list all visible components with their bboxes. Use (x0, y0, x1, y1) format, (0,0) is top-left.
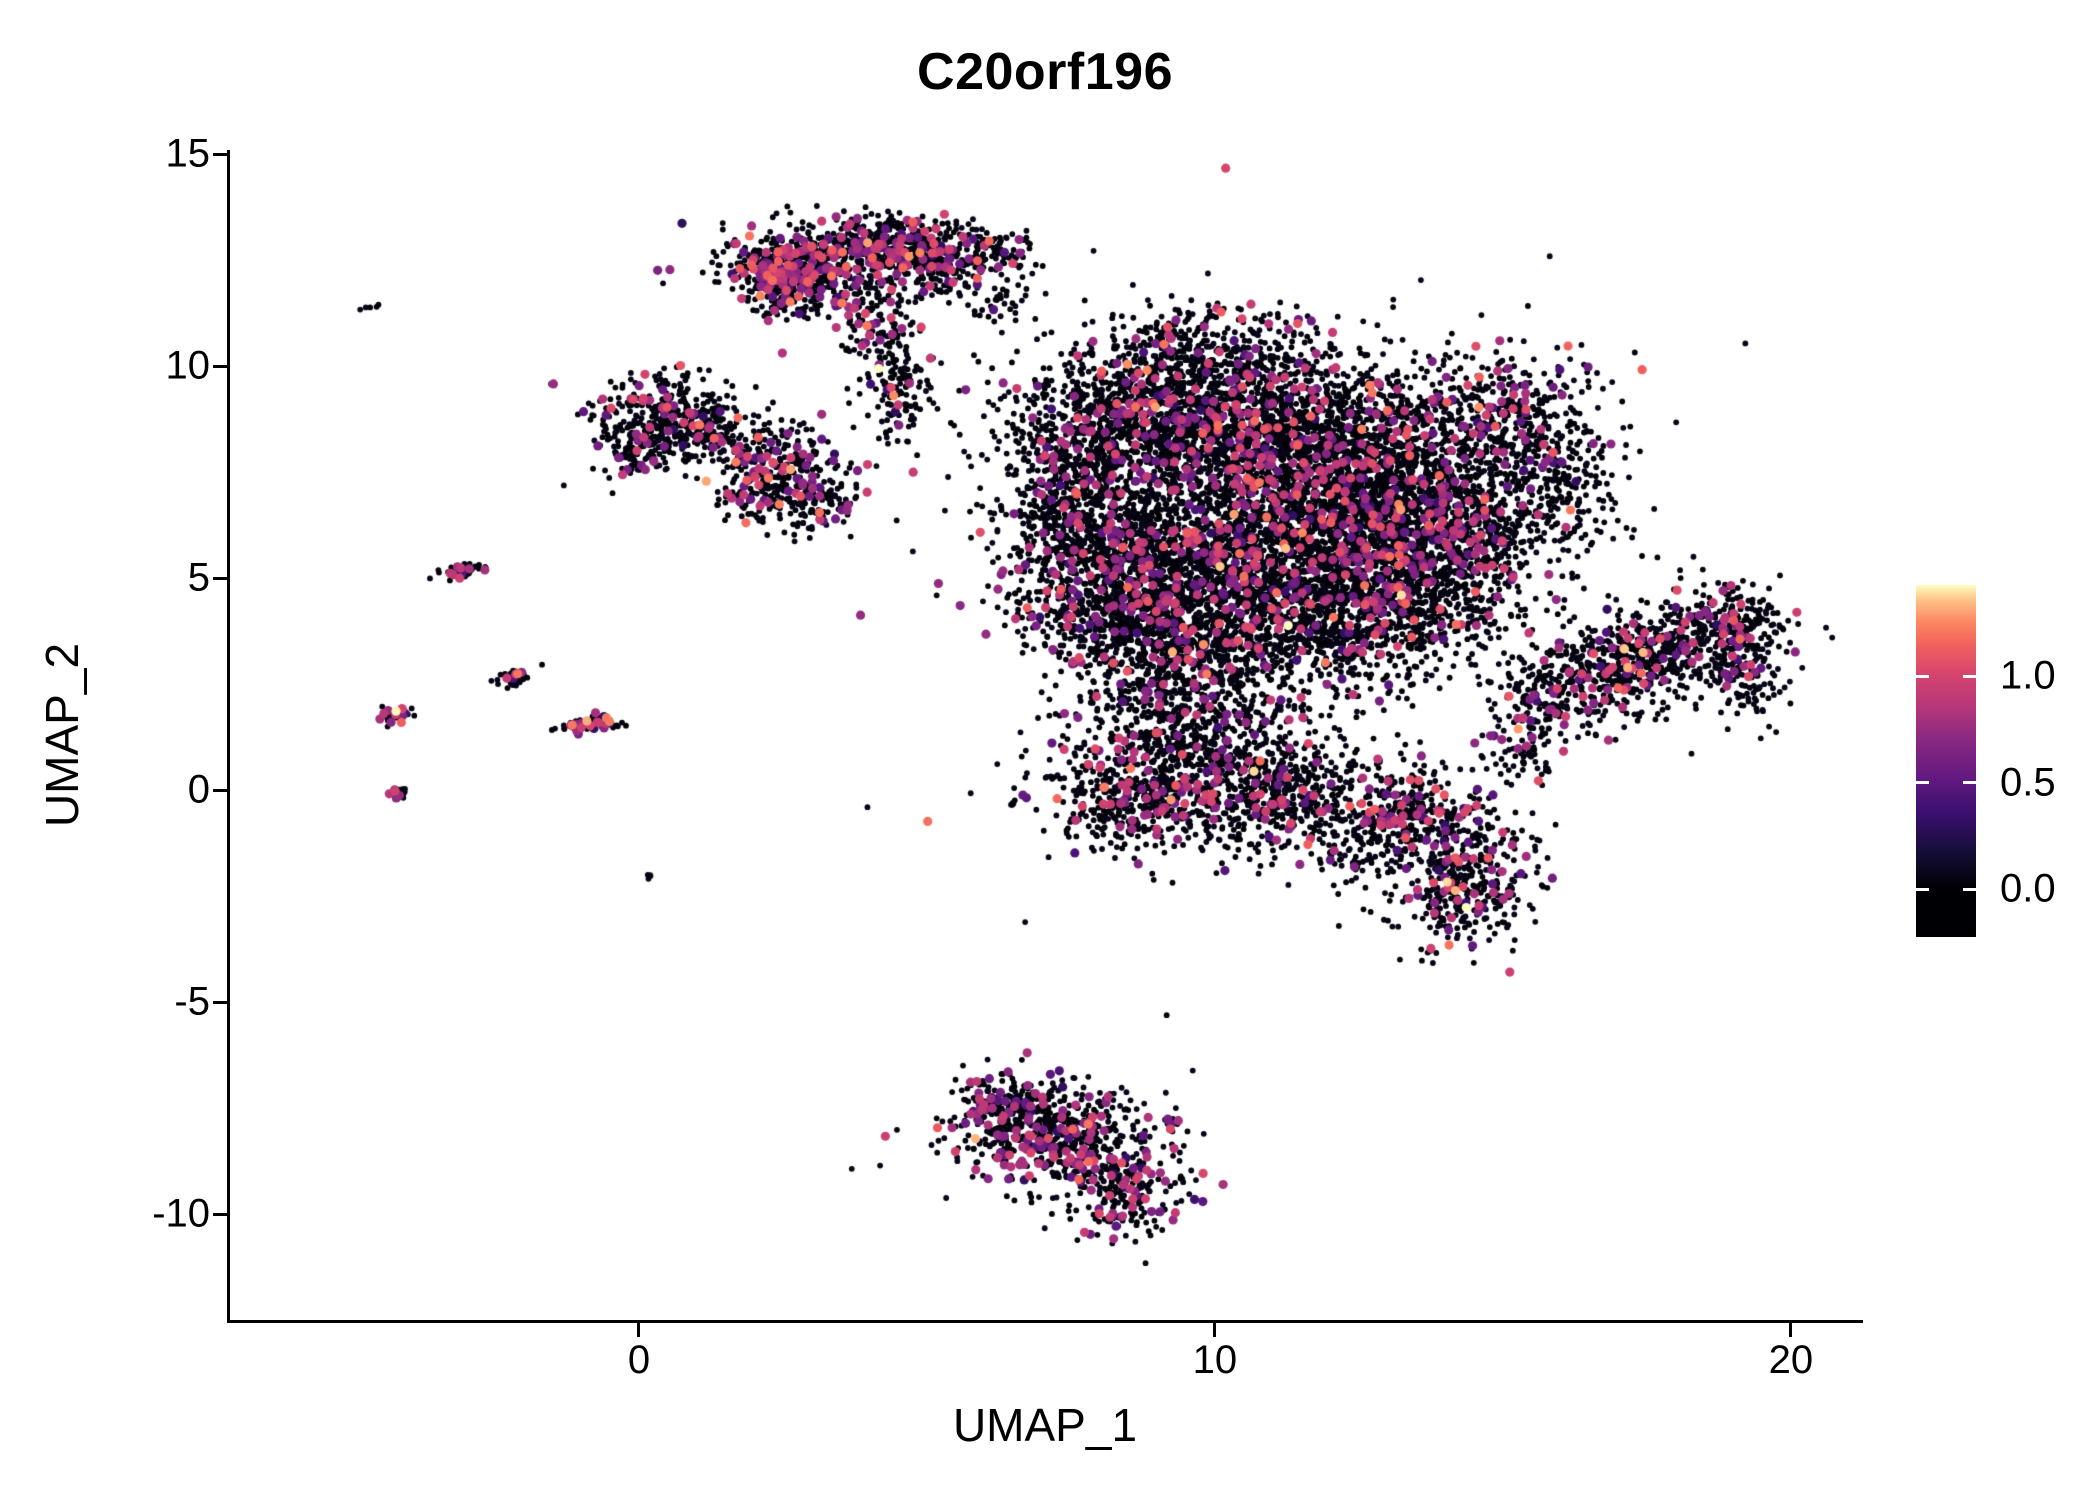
colorbar (1916, 585, 1976, 937)
x-tick-mark (1213, 1323, 1217, 1337)
colorbar-tick-label: 1.0 (2000, 653, 2056, 698)
x-axis-line (227, 1320, 1863, 1323)
colorbar-tick-label: 0.5 (2000, 760, 2056, 805)
colorbar-tick-mark (1963, 887, 1976, 891)
colorbar-tick-mark (1916, 887, 1929, 891)
scatter-canvas (230, 150, 1860, 1320)
y-axis-label: UMAP_2 (36, 642, 88, 828)
x-tick-mark (1789, 1323, 1793, 1337)
colorbar-tick-mark (1963, 674, 1976, 678)
colorbar-tick-label: 0.0 (2000, 866, 2056, 911)
x-tick-label: 10 (1192, 1338, 1238, 1382)
y-tick-mark (213, 364, 227, 368)
colorbar-tick-mark (1916, 674, 1929, 678)
colorbar-tick-mark (1963, 781, 1976, 785)
x-tick-label: 0 (627, 1338, 651, 1382)
y-tick-label: -5 (174, 979, 210, 1024)
colorbar-gradient (1916, 585, 1976, 937)
y-axis-line (227, 150, 230, 1323)
y-tick-mark (213, 788, 227, 792)
y-tick-label: 10 (165, 343, 211, 388)
x-axis-label: UMAP_1 (952, 1399, 1138, 1451)
y-tick-mark (213, 1000, 227, 1004)
y-tick-mark (213, 1212, 227, 1216)
x-tick-label: 20 (1768, 1338, 1814, 1382)
y-tick-mark (213, 152, 227, 156)
y-tick-label: 5 (187, 555, 210, 600)
x-tick-mark (637, 1323, 641, 1337)
y-tick-label: 0 (187, 767, 210, 812)
y-tick-label: 15 (165, 131, 211, 176)
colorbar-tick-mark (1916, 781, 1929, 785)
y-tick-label: -10 (152, 1191, 210, 1236)
y-tick-mark (213, 576, 227, 580)
plot-title: C20orf196 (917, 43, 1173, 101)
